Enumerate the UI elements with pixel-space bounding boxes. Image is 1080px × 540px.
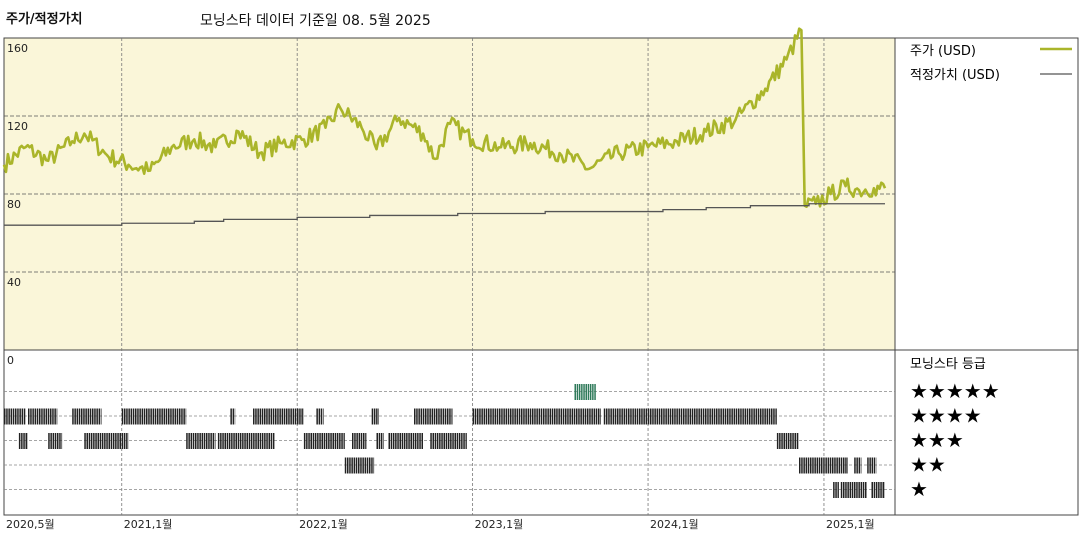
rating-period-bar: [316, 408, 324, 425]
legend-fair-value-label: 적정가치 (USD): [910, 68, 1000, 83]
rating-period-bar: [871, 482, 885, 498]
rating-period-bar: [376, 433, 384, 449]
rating-period-bar: [472, 408, 601, 425]
rating-period-bar: [186, 433, 216, 449]
rating-period-bar: [430, 433, 467, 449]
fair-value-series-line: [4, 203, 885, 226]
rating-stars-5: ★★★★★: [910, 379, 1000, 403]
rating-stars-3: ★★★: [910, 428, 964, 452]
rating-period-bar: [867, 457, 877, 474]
rating-period-bar: [854, 457, 862, 474]
rating-period-bar: [18, 433, 28, 449]
rating-period-bar: [303, 433, 345, 449]
rating-stars-2: ★★: [910, 453, 946, 477]
rating-period-bar: [603, 408, 777, 425]
rating-period-bar: [72, 408, 102, 425]
rating-period-bar: [840, 482, 867, 498]
rating-panel-title: 모닝스타 등급: [910, 357, 986, 372]
rating-period-bar: [253, 408, 304, 425]
rating-period-bar: [84, 433, 129, 449]
y-tick-label: 0: [7, 354, 14, 367]
rating-period-bar: [217, 433, 275, 449]
data-date-caption: 모닝스타 데이터 기준일 08. 5월 2025: [200, 13, 431, 29]
legend-price-label: 주가 (USD): [910, 44, 976, 59]
price-series-line: [2, 27, 887, 208]
y-tick-label: 160: [7, 42, 28, 55]
chart-title: 주가/적정가치: [6, 12, 83, 27]
rating-period-bar: [4, 408, 26, 425]
rating-stars-1: ★: [910, 477, 928, 501]
x-tick-label: 2025,1월: [826, 518, 875, 531]
rating-period-bar: [388, 433, 423, 449]
rating-period-bar: [344, 457, 375, 474]
rating-period-bar: [371, 408, 379, 425]
rating-period-bar: [776, 433, 799, 449]
chart-frame: [3, 37, 1079, 516]
rating-stars-4: ★★★★: [910, 404, 982, 428]
x-tick-label: 2022,1월: [299, 518, 348, 531]
rating-period-bar: [121, 408, 187, 425]
rating-period-bar: [230, 408, 236, 425]
y-tick-label: 120: [7, 120, 28, 133]
x-tick-label: 2021,1월: [124, 518, 173, 531]
x-tick-label: 2024,1월: [650, 518, 699, 531]
rating-period-bar: [833, 482, 839, 498]
x-tick-label: 2023,1월: [475, 518, 524, 531]
y-tick-label: 40: [7, 276, 21, 289]
rating-period-bar: [28, 408, 58, 425]
rating-period-bar: [48, 433, 63, 449]
rating-period-bar: [414, 408, 453, 425]
x-tick-label: 2020,5월: [6, 518, 55, 531]
y-tick-label: 80: [7, 198, 21, 211]
rating-period-bar: [799, 457, 848, 474]
rating-period-bar: [574, 384, 596, 400]
rating-period-bar: [352, 433, 367, 449]
